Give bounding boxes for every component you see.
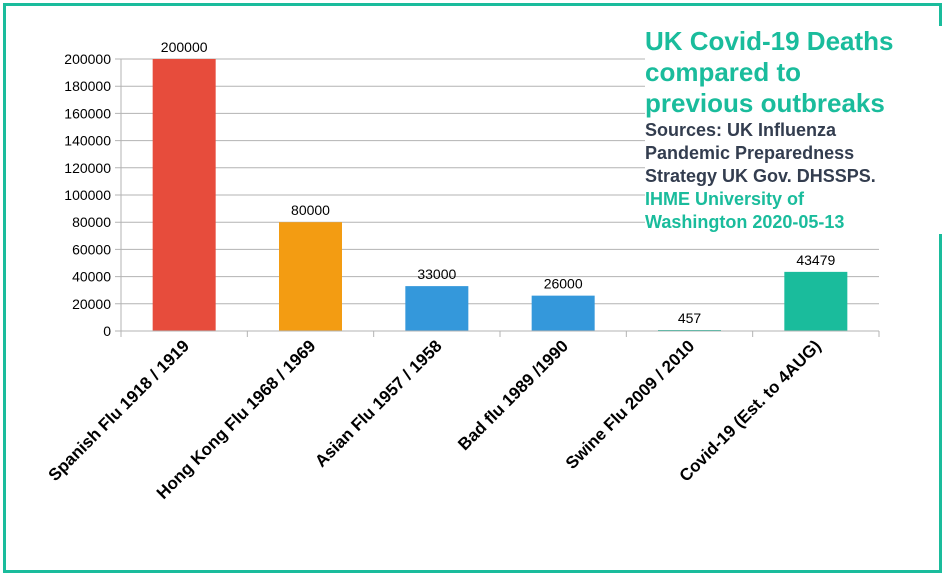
y-tick-label: 200000 [64, 51, 111, 67]
y-tick-label: 80000 [72, 214, 111, 230]
data-label: 80000 [291, 202, 330, 218]
data-label: 26000 [544, 276, 583, 292]
sources-line: Sources: UK Influenza [645, 120, 837, 140]
y-tick-label: 40000 [72, 269, 111, 285]
y-tick-label: 20000 [72, 296, 111, 312]
category-label: Covid-19 (Est. to 4AUG) [676, 336, 825, 485]
chart-title-line: UK Covid-19 Deaths [645, 26, 894, 56]
sources-line: IHME University of [645, 189, 805, 209]
bar [531, 295, 595, 331]
title-block: UK Covid-19 Deaths compared to previous … [645, 26, 945, 234]
bar [405, 286, 469, 331]
category-label: Asian Flu 1957 / 1958 [311, 336, 445, 470]
bar [784, 271, 848, 331]
data-labels: 200000 80000 33000 26000 457 43479 [161, 39, 836, 326]
y-tick-label: 180000 [64, 78, 111, 94]
y-tick-label: 140000 [64, 133, 111, 149]
y-tick-label: 60000 [72, 241, 111, 257]
category-label: Spanish Flu 1918 / 1919 [45, 336, 193, 484]
data-label: 33000 [417, 266, 456, 282]
chart-frame [3, 3, 942, 573]
data-label: 200000 [161, 39, 208, 55]
sources-line: Pandemic Preparedness [645, 143, 855, 163]
y-axis: 0 20000 40000 60000 80000 100000 120000 140000 1… [64, 51, 122, 339]
category-label: Bad flu 1989 /1990 [454, 336, 572, 454]
y-tick-label: 160000 [64, 105, 111, 121]
y-tick-label: 100000 [64, 187, 111, 203]
y-tick-label: 120000 [64, 160, 111, 176]
data-label: 43479 [796, 252, 835, 268]
bar [279, 222, 342, 331]
data-label: 457 [678, 310, 702, 326]
chart-title-line: previous outbreaks [645, 88, 885, 118]
sources-line: Washington 2020-05-13 [645, 212, 845, 232]
category-label: Swine Flu 2009 / 2010 [562, 336, 698, 472]
sources-line: Strategy UK Gov. DHSSPS. [645, 166, 876, 186]
bar [152, 59, 216, 331]
chart-title-line: compared to [645, 57, 802, 87]
bars [152, 59, 848, 331]
y-tick-label: 0 [103, 323, 111, 339]
